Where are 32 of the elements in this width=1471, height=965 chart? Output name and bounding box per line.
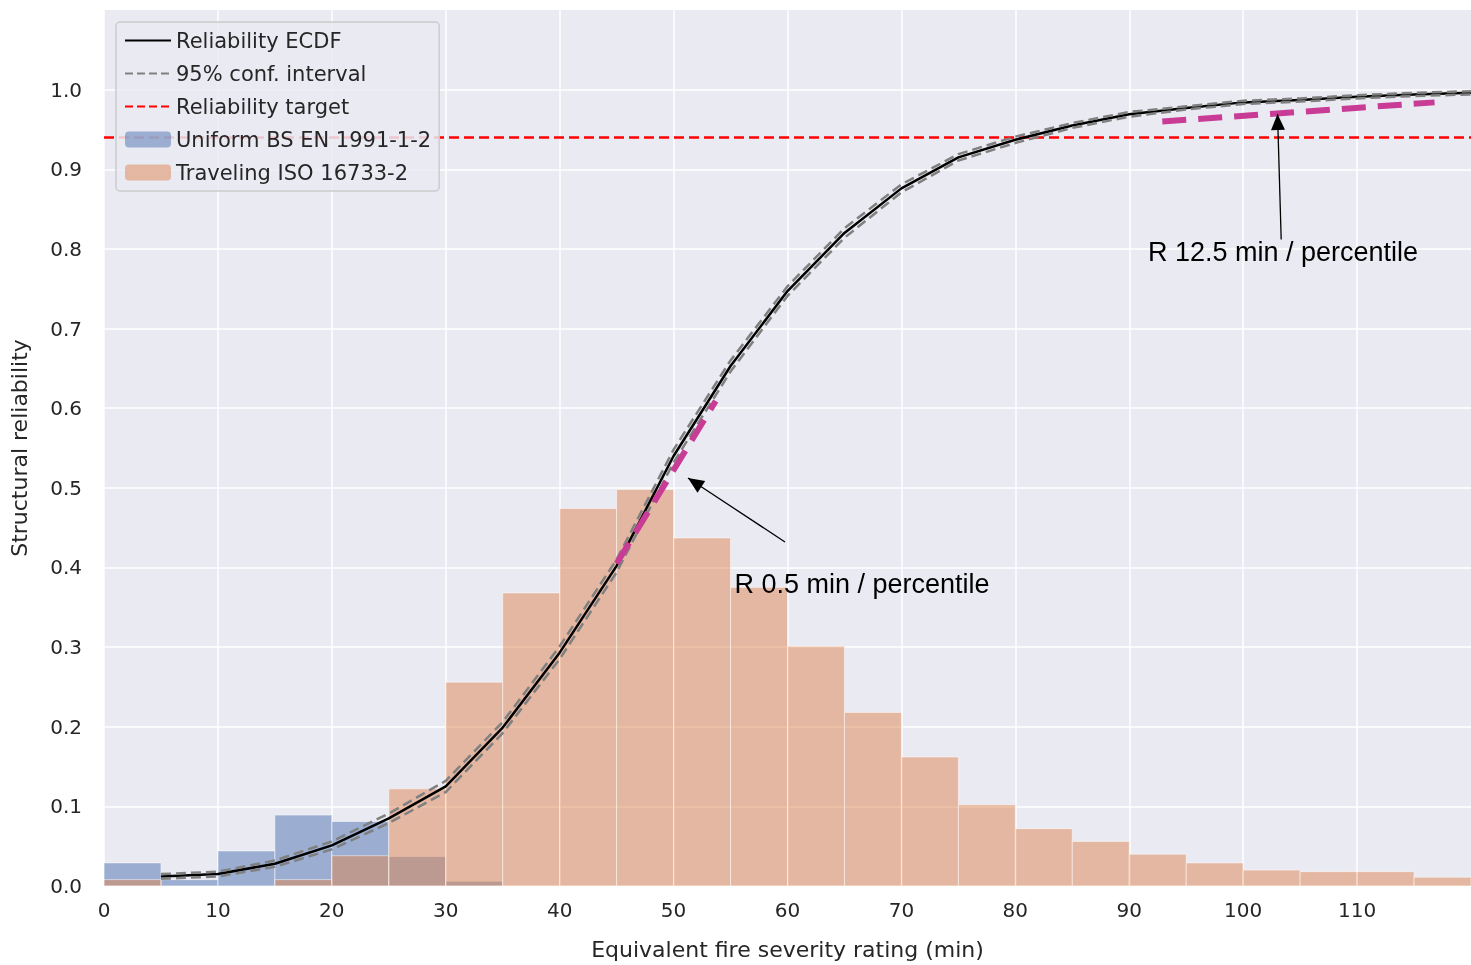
legend-label: 95% conf. interval	[176, 61, 367, 86]
y-tick-label: 1.0	[50, 77, 82, 102]
x-tick-label: 50	[660, 898, 687, 922]
x-tick-label: 30	[433, 898, 459, 922]
x-tick-label: 100	[1224, 898, 1263, 922]
x-tick-label: 0	[97, 898, 111, 922]
x-tick-label: 90	[1116, 898, 1142, 922]
annotation: R 12.5 min / percentile	[1147, 237, 1419, 267]
y-tick-label: 0.3	[50, 635, 82, 660]
x-tick-label: 10	[205, 898, 231, 922]
legend-label: Uniform BS EN 1991-1-2	[176, 127, 432, 152]
y-tick-label: 0.6	[50, 396, 82, 421]
legend-label: Reliability ECDF	[176, 28, 342, 53]
y-axis-title: Structural reliability	[6, 339, 32, 557]
x-tick-label: 40	[546, 898, 573, 922]
x-tick-label: 110	[1337, 898, 1377, 922]
y-tick-label: 0.2	[50, 714, 82, 739]
y-tick-label: 0.0	[50, 874, 82, 898]
x-axis-title: Equivalent fire severity rating (min)	[591, 936, 984, 962]
legend-label: Reliability target	[176, 94, 350, 119]
x-tick-label: 70	[888, 898, 915, 922]
annotation: R 0.5 min / percentile	[734, 569, 990, 599]
x-tick-label: 20	[319, 898, 345, 922]
y-tick-label: 0.4	[50, 555, 82, 580]
y-tick-label: 0.9	[50, 157, 82, 182]
y-tick-label: 0.5	[50, 475, 82, 500]
x-tick-label: 80	[1002, 898, 1029, 922]
y-tick-label: 0.8	[50, 236, 82, 261]
legend-label: Traveling ISO 16733-2	[175, 160, 409, 185]
y-tick-label: 0.1	[50, 794, 82, 819]
x-tick-label: 60	[774, 898, 801, 922]
y-tick-label: 0.7	[50, 316, 82, 341]
